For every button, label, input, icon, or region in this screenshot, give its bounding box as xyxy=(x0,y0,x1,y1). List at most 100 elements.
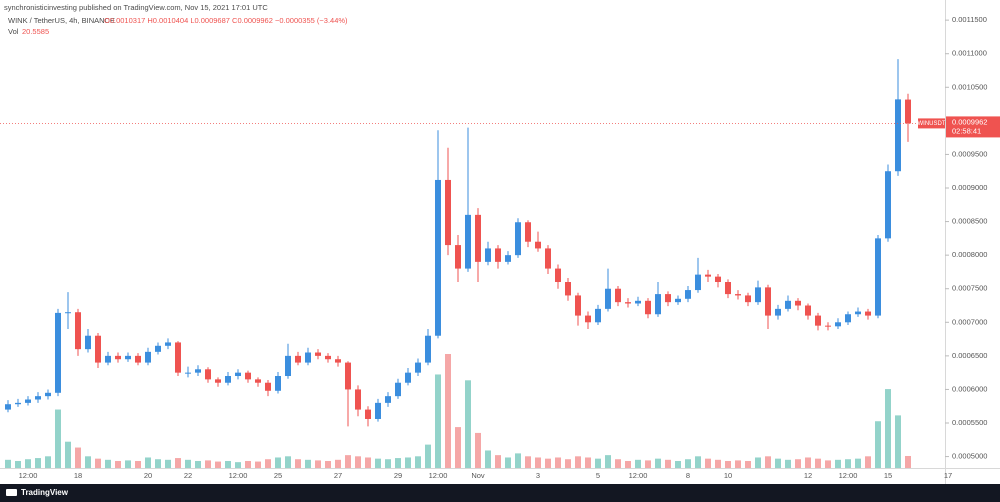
y-tick-label: 0.0008500 xyxy=(952,217,987,226)
candle-body xyxy=(445,179,451,246)
volume-bar xyxy=(765,456,771,468)
volume-bar xyxy=(845,459,851,468)
candle-body xyxy=(435,179,441,336)
candle-body xyxy=(285,355,291,377)
ticker-tag xyxy=(918,118,945,129)
candle-body xyxy=(215,379,221,383)
volume-bar xyxy=(575,456,581,468)
candle-body xyxy=(665,294,671,303)
x-tick-label: 3 xyxy=(536,471,540,480)
countdown: 02:58:41 xyxy=(952,126,981,135)
volume-bar xyxy=(585,457,591,468)
volume-bar xyxy=(135,460,141,468)
candle-body xyxy=(335,359,341,363)
candle-body xyxy=(355,389,361,410)
candle-body xyxy=(645,300,651,315)
volume-bar xyxy=(685,459,691,468)
candle-body xyxy=(675,298,681,303)
x-tick-label: 17 xyxy=(944,471,952,480)
candle-body xyxy=(855,311,861,315)
y-tick-label: 0.0011500 xyxy=(952,15,987,24)
candle-body xyxy=(795,300,801,306)
volume-bar xyxy=(145,457,151,468)
volume-bar xyxy=(365,457,371,468)
candle-body xyxy=(305,352,311,363)
y-tick-label: 0.0011000 xyxy=(952,49,987,58)
x-tick-label: 20 xyxy=(144,471,152,480)
volume-bar xyxy=(795,459,801,468)
candle-body xyxy=(525,222,531,242)
candle-body xyxy=(35,396,41,400)
candle-body xyxy=(155,345,161,352)
volume-bar xyxy=(415,456,421,468)
candle-body xyxy=(635,300,641,304)
candle-body xyxy=(415,362,421,373)
volume-bar xyxy=(255,461,261,468)
volume-bar xyxy=(455,427,461,468)
candle-body xyxy=(725,282,731,295)
candle-body xyxy=(385,396,391,403)
volume-bar xyxy=(355,456,361,468)
volume-bar xyxy=(855,458,861,468)
volume-bar xyxy=(45,456,51,468)
candle-body xyxy=(455,245,461,269)
marks: 0.0005000 0.0005500 0.0006000 0.0006500 0.00… xyxy=(0,15,1000,480)
candle-body xyxy=(495,248,501,262)
x-tick-label: 10 xyxy=(724,471,732,480)
y-tick-label: 0.0010500 xyxy=(952,82,987,91)
volume-bar xyxy=(85,456,91,468)
volume-label: Vol xyxy=(8,27,19,36)
candle-body xyxy=(835,322,841,327)
candle-body xyxy=(735,294,741,296)
candle-body xyxy=(125,355,131,360)
x-tick-label: 12:00 xyxy=(229,471,248,480)
volume-bar xyxy=(55,409,61,468)
x-tick-label: 12:00 xyxy=(19,471,38,480)
candle-body xyxy=(255,379,261,383)
volume-bar xyxy=(375,458,381,468)
volume-bar xyxy=(325,460,331,468)
candle-body xyxy=(775,308,781,316)
volume-bar xyxy=(35,458,41,468)
candle-body xyxy=(465,214,471,269)
volume-bar xyxy=(465,380,471,468)
candle-body xyxy=(245,372,251,380)
y-tick-label: 0.0009000 xyxy=(952,183,987,192)
candle-body xyxy=(475,214,481,262)
volume-bar xyxy=(5,459,11,468)
volume-bar xyxy=(155,459,161,468)
volume-bar xyxy=(235,462,241,468)
candle-body xyxy=(5,404,11,410)
volume-bar xyxy=(225,460,231,468)
volume-bar xyxy=(315,460,321,468)
candle-body xyxy=(885,171,891,239)
candle-body xyxy=(95,335,101,363)
candle-body xyxy=(695,274,701,291)
volume-bar xyxy=(545,458,551,468)
volume-bar xyxy=(885,389,891,468)
candle-body xyxy=(535,241,541,249)
symbol: WINK / TetherUS, 4h, BINANCE xyxy=(8,16,115,25)
candle-body xyxy=(295,355,301,363)
candle-body xyxy=(555,268,561,283)
x-tick-label: 18 xyxy=(74,471,82,480)
x-tick-label: 8 xyxy=(686,471,690,480)
candle-body xyxy=(315,352,321,356)
brand-logo xyxy=(6,489,17,496)
volume-bar xyxy=(505,457,511,468)
x-tick-label: 12 xyxy=(804,471,812,480)
volume-bar xyxy=(445,354,451,468)
volume-bar xyxy=(645,460,651,468)
price-tag xyxy=(946,116,1000,138)
candle-body xyxy=(655,294,661,315)
volume-bar xyxy=(905,455,911,468)
volume-bar xyxy=(705,458,711,468)
volume-bar xyxy=(695,456,701,468)
volume-bar xyxy=(715,459,721,468)
volume-bar xyxy=(405,457,411,468)
volume-bar xyxy=(185,459,191,468)
volume-bar xyxy=(615,459,621,468)
x-tick-label: 27 xyxy=(334,471,342,480)
volume-bar xyxy=(775,458,781,468)
volume-bar xyxy=(495,455,501,468)
